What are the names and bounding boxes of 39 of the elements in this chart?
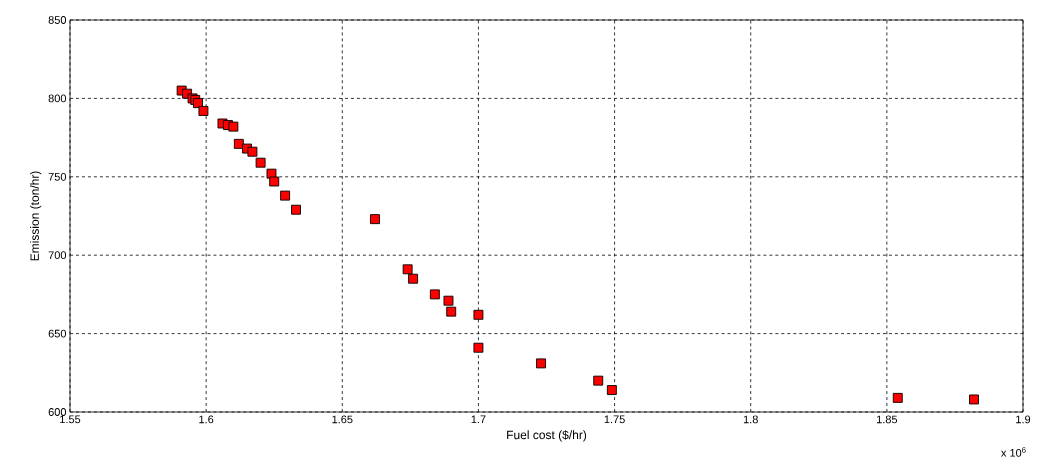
point [198,105,209,116]
point [593,375,604,386]
x-tick-label: 1.85 [877,415,898,424]
point [446,306,457,317]
point [193,98,203,109]
point [291,204,301,215]
point [233,138,244,149]
point [408,273,419,284]
text: x 10$^{6}$ [1001,447,1026,457]
point [892,392,903,403]
point [606,385,617,395]
x-tick-label: 1.7 [471,415,486,424]
point [255,157,266,168]
point [269,176,280,187]
y-tick-label: 800 [48,94,67,103]
y-tick-label: 700 [48,251,67,260]
y-tick-label: 600 [48,408,67,416]
point [402,264,413,275]
point [228,121,239,132]
x-tick-label: 1.8 [743,415,758,424]
x-tick-label: 1.75 [604,415,625,424]
point [473,309,484,320]
point [429,289,440,300]
x-tick-label: 1.6 [199,415,214,424]
point [443,295,454,306]
y-axis-title: Emission (ton/hr) [30,171,42,261]
x-tick-label: 1.65 [332,415,353,424]
point [969,394,979,405]
point [247,146,258,157]
x-tick-label: 1.9 [1016,415,1031,424]
point [473,342,484,353]
y-tick-label: 750 [48,172,67,181]
point [536,358,547,369]
x-tick-label: 1.55 [60,415,81,424]
y-tick-label: 650 [48,329,67,338]
y-tick-label: 850 [48,16,67,24]
point [370,214,380,225]
x-axis-title: Fuel cost ($/hr) [507,430,587,442]
point [280,190,291,201]
